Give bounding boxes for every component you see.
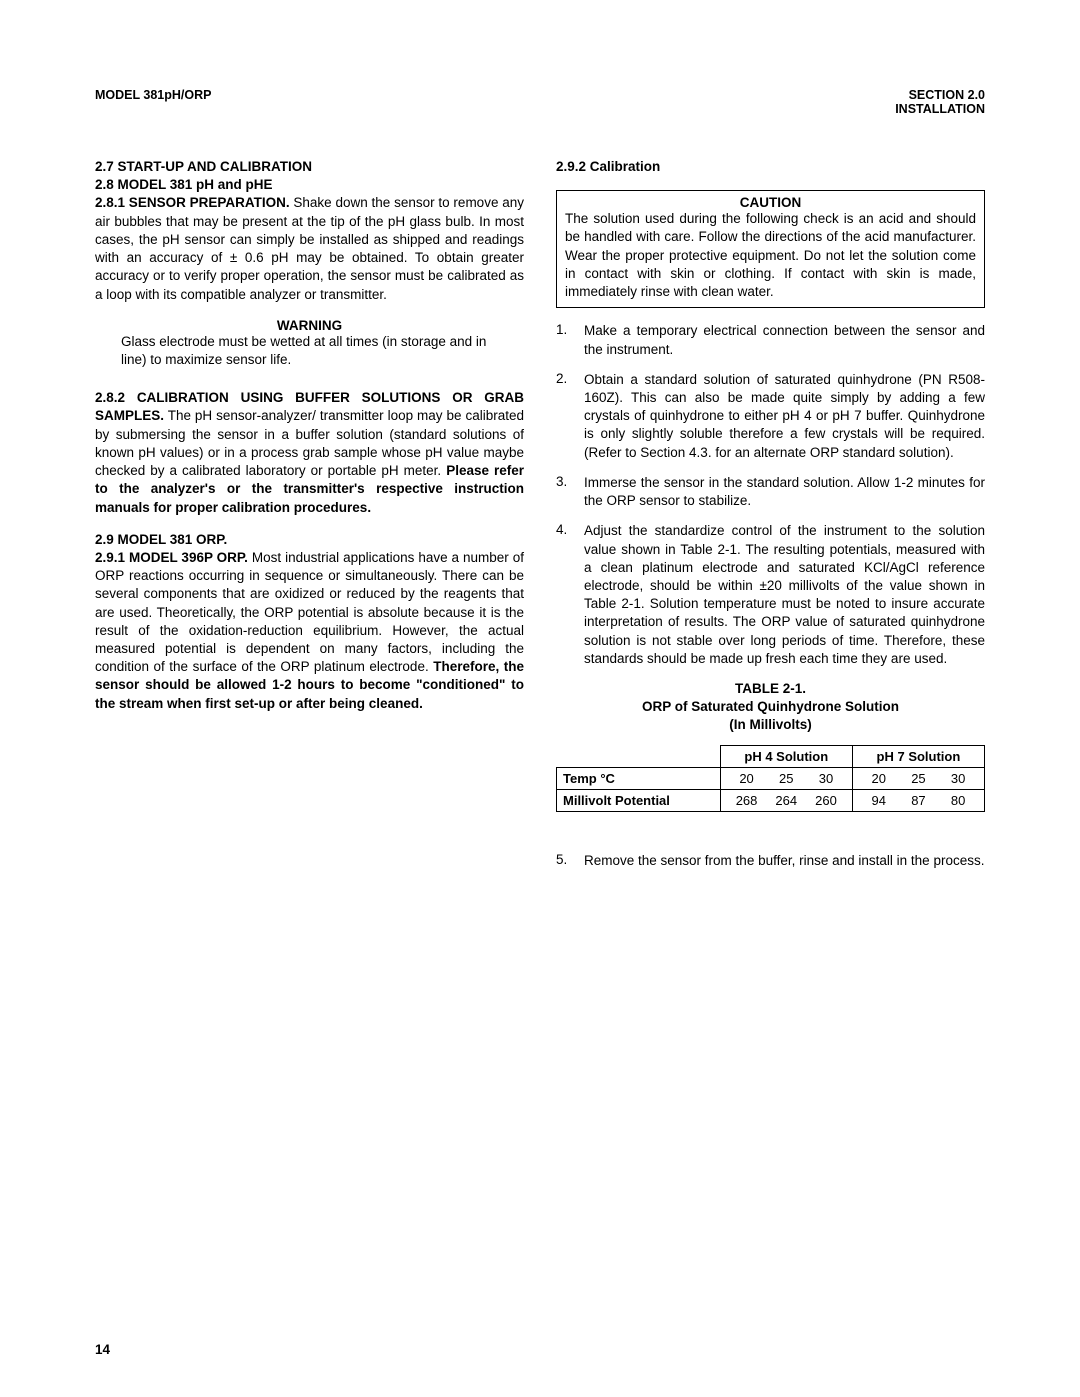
section-2-9-1-body: Most industrial applications have a numb…: [95, 550, 524, 674]
val: 94: [859, 793, 899, 808]
section-2-9-1: 2.9.1 MODEL 396P ORP. Most industrial ap…: [95, 549, 524, 713]
section-2-9-1-head: 2.9.1 MODEL 396P ORP.: [95, 550, 248, 565]
page-header: MODEL 381pH/ORP SECTION 2.0 INSTALLATION: [95, 88, 985, 116]
val: 30: [938, 771, 978, 786]
section-2-8-1-head: 2.8.1 SENSOR PREPARATION.: [95, 195, 290, 210]
val: 268: [727, 793, 767, 808]
mv-ph4-cell: 268 264 260: [720, 789, 852, 811]
temp-ph4-cell: 20 25 30: [720, 767, 852, 789]
step-text: Adjust the standardize control of the in…: [584, 522, 985, 668]
left-column: 2.7 START-UP AND CALIBRATION 2.8 MODEL 3…: [95, 158, 524, 882]
step-text: Make a temporary electrical connection b…: [584, 322, 985, 358]
mv-ph7-cell: 94 87 80: [852, 789, 984, 811]
table-row-temp: Temp °C 20 25 30 20 25 30: [557, 767, 985, 789]
val: 264: [766, 793, 806, 808]
section-2-8-2: 2.8.2 CALIBRATION USING BUFFER SOLUTIONS…: [95, 389, 524, 517]
step-2: 2. Obtain a standard solution of saturat…: [556, 371, 985, 462]
val: 25: [899, 771, 939, 786]
caution-title: CAUTION: [565, 195, 976, 210]
table-header-row: pH 4 Solution pH 7 Solution: [557, 745, 985, 767]
step-number: 5.: [556, 852, 584, 870]
step-1: 1. Make a temporary electrical connectio…: [556, 322, 985, 358]
col-head-ph7: pH 7 Solution: [852, 745, 984, 767]
temp-ph7-cell: 20 25 30: [852, 767, 984, 789]
table-title-line2: ORP of Saturated Quinhydrone Solution: [642, 699, 899, 714]
section-2-9-2-heading: 2.9.2 Calibration: [556, 158, 985, 176]
val: 20: [727, 771, 767, 786]
step-number: 4.: [556, 522, 584, 668]
val: 87: [899, 793, 939, 808]
section-2-8-1-body: Shake down the sensor to remove any air …: [95, 195, 524, 301]
val: 30: [806, 771, 846, 786]
table-row-mv: Millivolt Potential 268 264 260 94 87 80: [557, 789, 985, 811]
header-section: SECTION 2.0: [895, 88, 985, 102]
table-title: TABLE 2-1. ORP of Saturated Quinhydrone …: [556, 680, 985, 735]
section-2-7-heading: 2.7 START-UP AND CALIBRATION: [95, 158, 524, 176]
col-head-ph4: pH 4 Solution: [720, 745, 852, 767]
table-title-line3: (In Millivolts): [729, 717, 812, 732]
row-label-temp: Temp °C: [557, 767, 721, 789]
step-text: Immerse the sensor in the standard solut…: [584, 474, 985, 510]
val: 80: [938, 793, 978, 808]
warning-title: WARNING: [95, 318, 524, 333]
step-number: 3.: [556, 474, 584, 510]
section-2-8-heading: 2.8 MODEL 381 pH and pHE: [95, 176, 524, 194]
step-text: Obtain a standard solution of saturated …: [584, 371, 985, 462]
step-text: Remove the sensor from the buffer, rinse…: [584, 852, 985, 870]
header-left: MODEL 381pH/ORP: [95, 88, 211, 116]
step-4: 4. Adjust the standardize control of the…: [556, 522, 985, 668]
step-number: 2.: [556, 371, 584, 462]
section-2-8-1: 2.8.1 SENSOR PREPARATION. Shake down the…: [95, 194, 524, 303]
table-title-line1: TABLE 2-1.: [735, 681, 806, 696]
step-5: 5. Remove the sensor from the buffer, ri…: [556, 852, 985, 870]
page-number: 14: [95, 1342, 110, 1357]
header-subsection: INSTALLATION: [895, 102, 985, 116]
orp-table: pH 4 Solution pH 7 Solution Temp °C 20 2…: [556, 745, 985, 812]
val: 260: [806, 793, 846, 808]
caution-body: The solution used during the following c…: [565, 210, 976, 301]
step-3: 3. Immerse the sensor in the standard so…: [556, 474, 985, 510]
content-columns: 2.7 START-UP AND CALIBRATION 2.8 MODEL 3…: [95, 158, 985, 882]
header-right: SECTION 2.0 INSTALLATION: [895, 88, 985, 116]
section-2-9-heading: 2.9 MODEL 381 ORP.: [95, 531, 524, 549]
warning-body: Glass electrode must be wetted at all ti…: [121, 333, 498, 369]
val: 25: [766, 771, 806, 786]
val: 20: [859, 771, 899, 786]
right-column: 2.9.2 Calibration CAUTION The solution u…: [556, 158, 985, 882]
caution-box: CAUTION The solution used during the fol…: [556, 190, 985, 308]
step-number: 1.: [556, 322, 584, 358]
row-label-mv: Millivolt Potential: [557, 789, 721, 811]
